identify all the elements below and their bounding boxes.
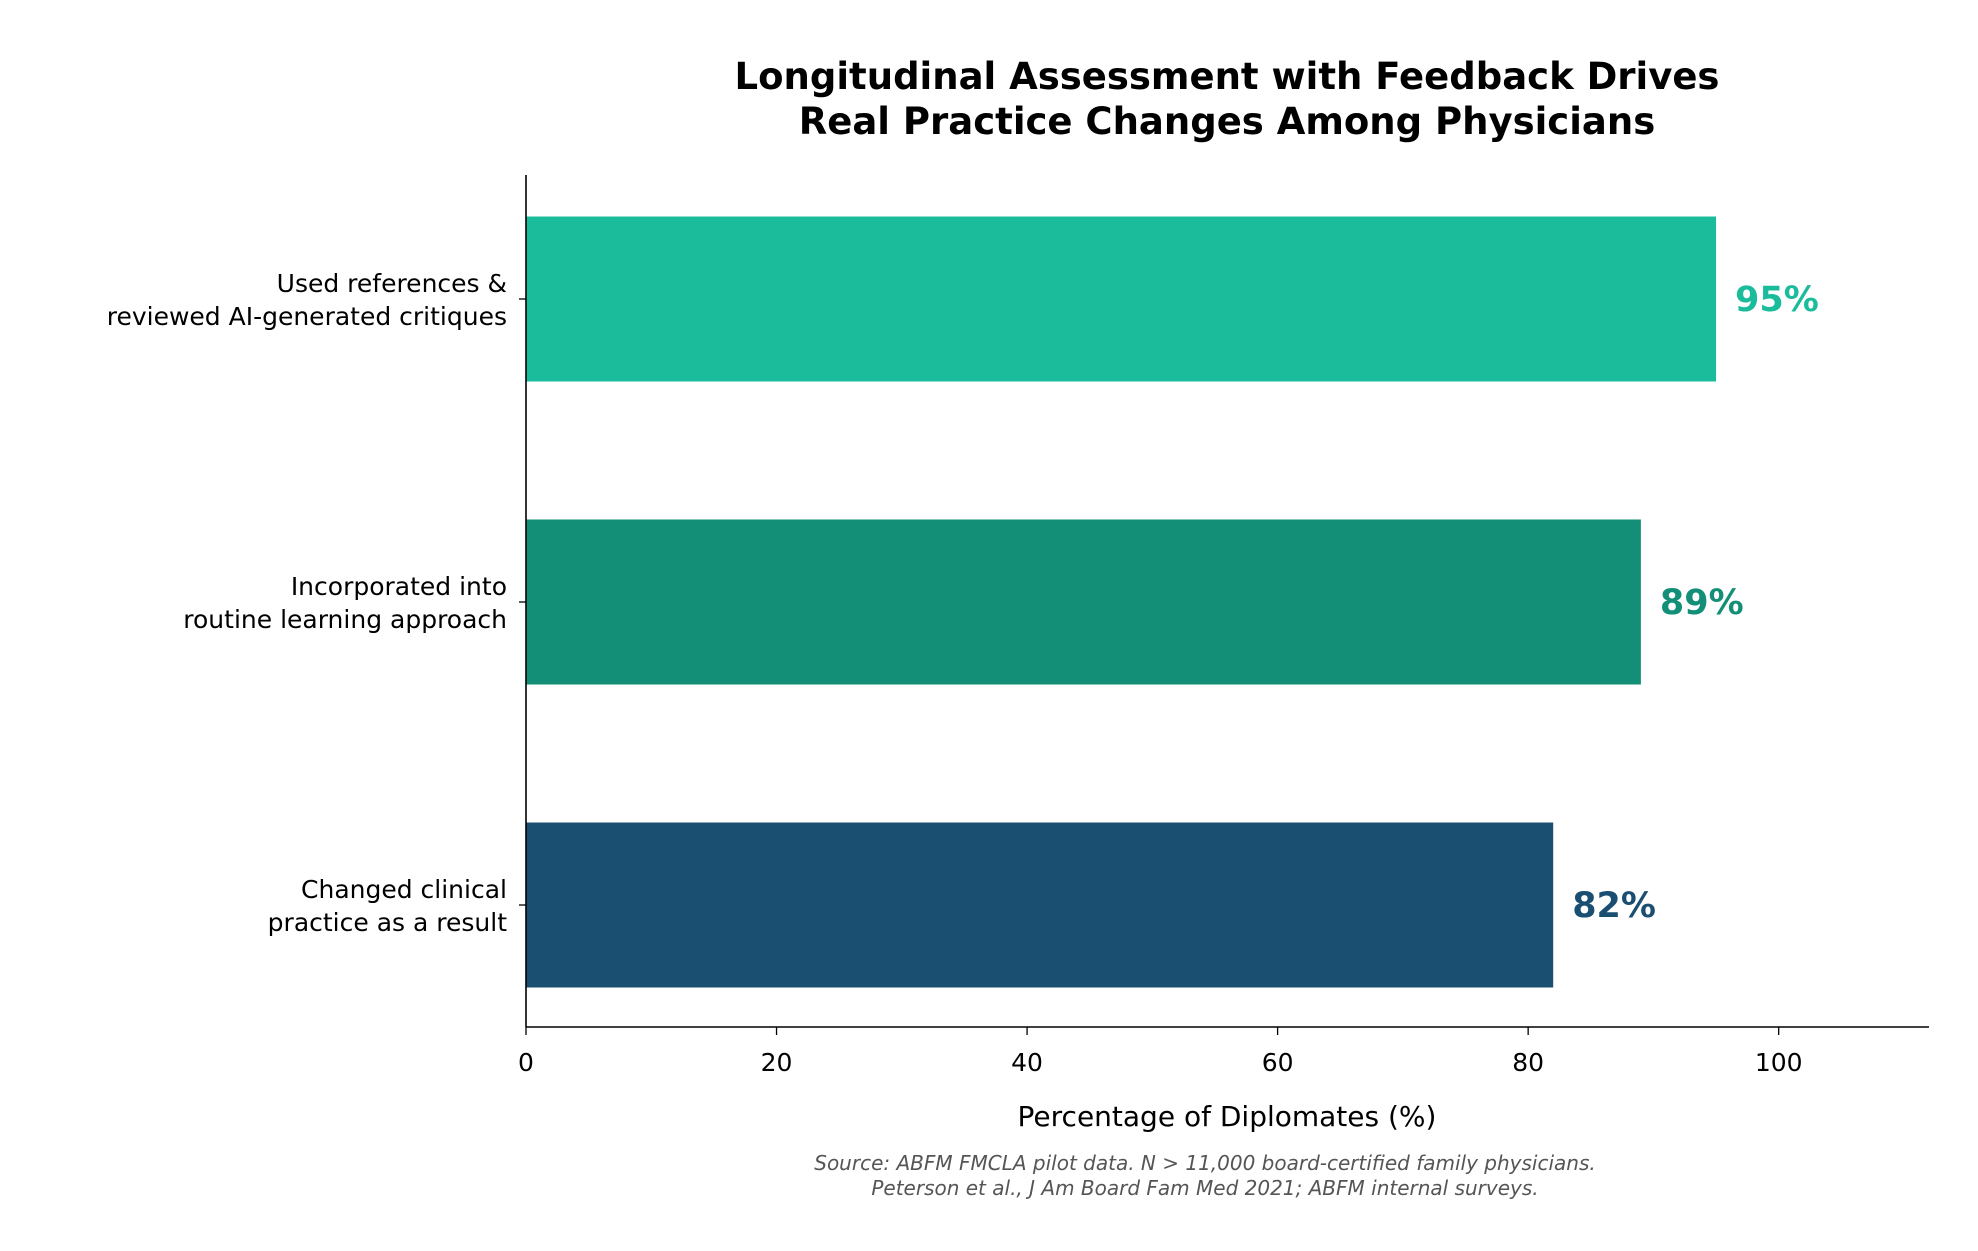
category-label: practice as a result — [268, 908, 508, 937]
source-footnote: Peterson et al., J Am Board Fam Med 2021… — [871, 1176, 1538, 1200]
category-label: Used references & — [277, 269, 507, 298]
x-axis-label: Percentage of Diplomates (%) — [1018, 1100, 1437, 1133]
x-tick-label: 20 — [761, 1048, 793, 1077]
category-label: reviewed AI-generated critiques — [107, 302, 507, 331]
source-footnote: Source: ABFM FMCLA pilot data. N > 11,00… — [814, 1151, 1595, 1175]
chart-title: Longitudinal Assessment with Feedback Dr… — [735, 55, 1720, 98]
x-tick-label: 100 — [1755, 1048, 1803, 1077]
category-label: routine learning approach — [183, 605, 507, 634]
x-tick-label: 60 — [1262, 1048, 1294, 1077]
x-tick-label: 0 — [518, 1048, 534, 1077]
bar — [526, 822, 1554, 988]
data-label: 89% — [1660, 583, 1744, 623]
chart-title: Real Practice Changes Among Physicians — [799, 100, 1656, 143]
data-label: 82% — [1572, 886, 1656, 926]
x-tick-label: 40 — [1011, 1048, 1043, 1077]
bar — [526, 216, 1717, 382]
category-label: Changed clinical — [301, 875, 507, 904]
data-label: 95% — [1735, 280, 1819, 320]
bar — [526, 519, 1641, 685]
x-tick-label: 80 — [1512, 1048, 1544, 1077]
category-label: Incorporated into — [291, 572, 507, 601]
